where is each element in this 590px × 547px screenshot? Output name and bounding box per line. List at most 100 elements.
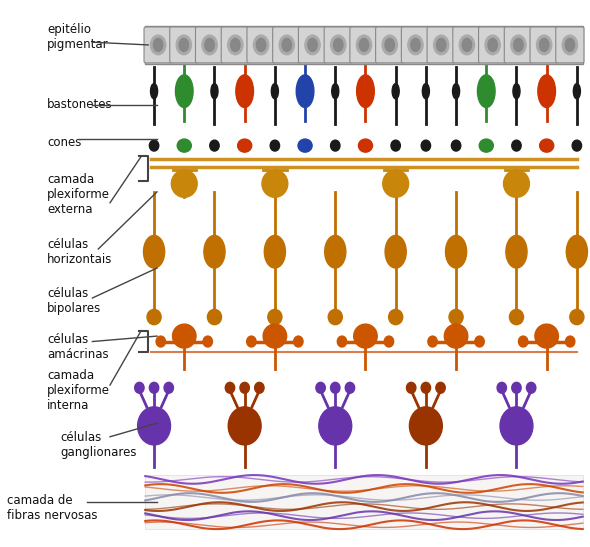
Ellipse shape <box>385 38 395 51</box>
Ellipse shape <box>488 38 497 51</box>
Ellipse shape <box>268 310 282 325</box>
Ellipse shape <box>407 382 416 393</box>
Ellipse shape <box>332 84 339 99</box>
Ellipse shape <box>203 336 212 347</box>
Ellipse shape <box>565 336 575 347</box>
FancyBboxPatch shape <box>530 27 558 63</box>
Ellipse shape <box>444 324 468 348</box>
Ellipse shape <box>459 35 474 55</box>
Ellipse shape <box>411 38 420 51</box>
Ellipse shape <box>539 38 549 51</box>
Ellipse shape <box>479 139 493 152</box>
Ellipse shape <box>305 35 320 55</box>
Ellipse shape <box>137 407 171 445</box>
FancyBboxPatch shape <box>556 27 584 63</box>
Ellipse shape <box>485 35 500 55</box>
Ellipse shape <box>540 139 553 152</box>
Ellipse shape <box>294 336 303 347</box>
FancyBboxPatch shape <box>273 27 301 63</box>
Bar <box>145 26 583 64</box>
Ellipse shape <box>512 140 521 151</box>
Ellipse shape <box>421 140 431 151</box>
Ellipse shape <box>238 139 252 152</box>
FancyBboxPatch shape <box>324 27 352 63</box>
Ellipse shape <box>354 324 377 348</box>
FancyBboxPatch shape <box>478 27 507 63</box>
Ellipse shape <box>316 382 325 393</box>
FancyBboxPatch shape <box>401 27 430 63</box>
Ellipse shape <box>538 75 555 108</box>
Ellipse shape <box>254 35 268 55</box>
Ellipse shape <box>153 38 163 51</box>
Ellipse shape <box>147 310 161 325</box>
Ellipse shape <box>536 35 552 55</box>
FancyBboxPatch shape <box>504 27 533 63</box>
Ellipse shape <box>453 84 460 99</box>
Ellipse shape <box>500 407 533 445</box>
Ellipse shape <box>357 75 374 108</box>
Ellipse shape <box>330 382 340 393</box>
Ellipse shape <box>462 38 471 51</box>
Ellipse shape <box>389 310 403 325</box>
Ellipse shape <box>177 139 191 152</box>
Ellipse shape <box>279 35 294 55</box>
Ellipse shape <box>264 235 286 268</box>
Ellipse shape <box>143 235 165 268</box>
Ellipse shape <box>513 84 520 99</box>
Ellipse shape <box>535 324 558 348</box>
Ellipse shape <box>228 35 243 55</box>
Ellipse shape <box>319 407 352 445</box>
Ellipse shape <box>566 235 588 268</box>
Ellipse shape <box>526 382 536 393</box>
Ellipse shape <box>172 324 196 348</box>
Ellipse shape <box>330 35 346 55</box>
Ellipse shape <box>570 310 584 325</box>
Ellipse shape <box>436 382 445 393</box>
Ellipse shape <box>391 140 401 151</box>
Text: células
ganglionares: células ganglionares <box>60 431 137 459</box>
FancyBboxPatch shape <box>299 27 327 63</box>
Ellipse shape <box>382 35 398 55</box>
FancyBboxPatch shape <box>427 27 455 63</box>
Ellipse shape <box>298 139 312 152</box>
Ellipse shape <box>179 38 189 51</box>
Ellipse shape <box>164 382 173 393</box>
Ellipse shape <box>451 140 461 151</box>
FancyBboxPatch shape <box>144 27 172 63</box>
Ellipse shape <box>565 38 575 51</box>
Ellipse shape <box>176 35 192 55</box>
Ellipse shape <box>296 75 314 108</box>
Text: epitélio
pigmentar: epitélio pigmentar <box>47 23 109 51</box>
Ellipse shape <box>475 336 484 347</box>
Ellipse shape <box>359 38 369 51</box>
Ellipse shape <box>255 382 264 393</box>
Ellipse shape <box>385 235 407 268</box>
Ellipse shape <box>477 75 495 108</box>
Ellipse shape <box>506 235 527 268</box>
Text: células
amácrinas: células amácrinas <box>47 333 109 361</box>
Text: células
bipolares: células bipolares <box>47 287 101 315</box>
Ellipse shape <box>208 310 221 325</box>
Ellipse shape <box>409 407 442 445</box>
Ellipse shape <box>231 38 240 51</box>
Ellipse shape <box>247 336 256 347</box>
FancyBboxPatch shape <box>453 27 481 63</box>
Ellipse shape <box>228 407 261 445</box>
FancyBboxPatch shape <box>221 27 250 63</box>
Ellipse shape <box>282 38 291 51</box>
Ellipse shape <box>240 382 250 393</box>
Ellipse shape <box>445 235 467 268</box>
Text: camada de
fibras nervosas: camada de fibras nervosas <box>7 493 98 521</box>
FancyBboxPatch shape <box>376 27 404 63</box>
Ellipse shape <box>225 382 235 393</box>
Ellipse shape <box>428 336 437 347</box>
Ellipse shape <box>356 35 372 55</box>
Ellipse shape <box>205 38 214 51</box>
Text: células
horizontais: células horizontais <box>47 238 113 266</box>
Ellipse shape <box>328 310 342 325</box>
FancyBboxPatch shape <box>247 27 275 63</box>
Ellipse shape <box>211 84 218 99</box>
Ellipse shape <box>511 35 526 55</box>
Ellipse shape <box>422 84 430 99</box>
Ellipse shape <box>434 35 449 55</box>
